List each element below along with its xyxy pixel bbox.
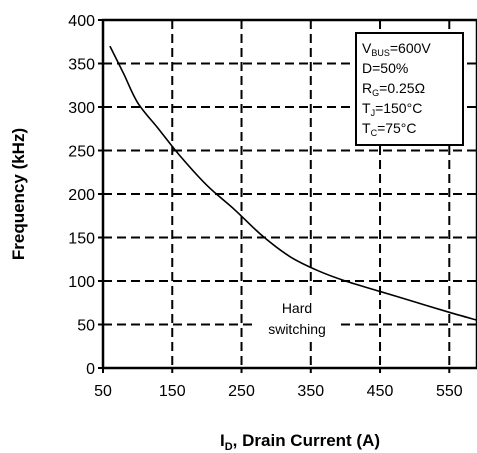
hard-switching-annotation: Hard switching (254, 296, 340, 340)
y-tick-label: 50 (77, 318, 95, 335)
conditions-box-frame (355, 32, 464, 146)
condition-line: TC=75°C (362, 120, 417, 138)
x-tick-label: 150 (159, 383, 186, 400)
x-tick-label: 250 (228, 383, 255, 400)
y-tick-label: 100 (68, 274, 95, 291)
annotation-line-1: Hard (282, 300, 312, 316)
y-axis-title: Frequency (kHz) (9, 128, 28, 260)
condition-line: RG=0.25Ω (362, 80, 425, 98)
x-axis-title-rest: , Drain Current (A) (233, 431, 380, 450)
y-tick-label: 0 (86, 361, 95, 378)
y-tick-label: 150 (68, 231, 95, 248)
conditions-legend-box: VBUS=600V D=50% RG=0.25Ω TJ=150°C TC=75°C (355, 32, 464, 146)
y-tick-label: 250 (68, 144, 95, 161)
condition-line: D=50% (362, 60, 408, 76)
y-tick-label: 350 (68, 57, 95, 74)
annotation-background (254, 296, 340, 340)
x-axis-title-subscript: D (225, 441, 233, 453)
x-tick-label: 450 (367, 383, 394, 400)
x-tick-label: 50 (94, 383, 112, 400)
series-line (109, 45, 477, 321)
y-axis-ticks: 0 50 100 150 200 250 300 350 400 (68, 13, 103, 378)
x-axis-title: ID, Drain Current (A) (220, 431, 380, 453)
annotation-line-2: switching (268, 321, 326, 337)
x-axis-title-main: I (220, 431, 225, 450)
condition-line: VBUS=600V (362, 40, 431, 58)
y-tick-label: 300 (68, 100, 95, 117)
y-tick-label: 200 (68, 187, 95, 204)
x-tick-label: 350 (297, 383, 324, 400)
y-tick-label: 400 (68, 13, 95, 30)
x-tick-label: 550 (436, 383, 463, 400)
x-axis-ticks: 50 150 250 350 450 550 (94, 368, 463, 400)
condition-line: TJ=150°C (362, 100, 422, 118)
